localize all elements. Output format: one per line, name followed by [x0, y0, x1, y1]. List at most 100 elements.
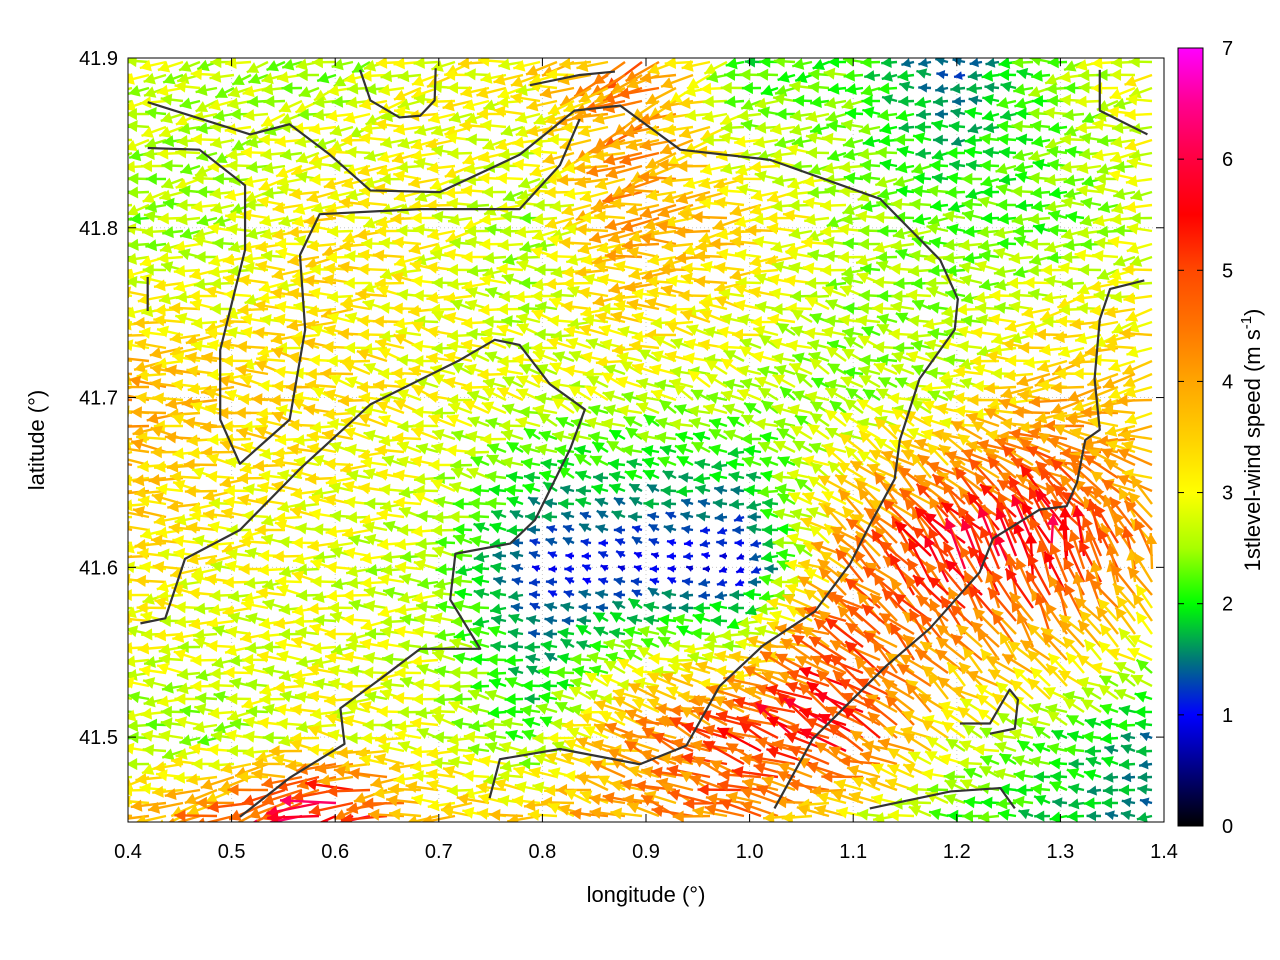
wind-vector [128, 238, 150, 251]
vector-head [100, 351, 112, 363]
wind-vector [357, 197, 388, 210]
wind-vector [912, 132, 932, 145]
vector-head [207, 368, 219, 381]
vector-head [476, 107, 488, 121]
vector-head [339, 239, 352, 252]
vector-head [893, 175, 906, 188]
vector-head [497, 96, 509, 109]
vector-head [767, 191, 780, 204]
vector-head [547, 133, 559, 146]
wind-vector [274, 135, 303, 148]
wind-vector [479, 213, 507, 226]
vector-head [1048, 122, 1061, 135]
wind-vector [594, 177, 626, 190]
vector-head [894, 133, 906, 146]
vector-head [941, 315, 953, 328]
vector-head [195, 165, 208, 177]
wind-vector [808, 68, 830, 81]
wind-vector [842, 203, 864, 215]
wind-vector [1028, 172, 1051, 185]
vector-head [495, 172, 508, 185]
vector-head [775, 108, 787, 121]
wind-vector [826, 216, 847, 228]
vector-head [322, 245, 335, 257]
vector-head [431, 144, 444, 157]
vector-head [802, 175, 815, 188]
vector-head [193, 278, 206, 291]
vector-head [823, 67, 836, 80]
vector-head [1113, 160, 1125, 173]
vector-head [810, 95, 822, 108]
wind-vector [1016, 67, 1034, 80]
wind-vector [645, 151, 677, 170]
vector-head [1013, 266, 1026, 278]
wind-vector [1088, 319, 1119, 332]
vector-head [261, 249, 273, 262]
wind-vector [617, 86, 660, 100]
wind-vector [275, 237, 303, 250]
wind-vector [574, 176, 609, 189]
wind-vector [294, 135, 320, 148]
vector-head [445, 131, 458, 144]
wind-vector [231, 73, 252, 86]
vector-head [983, 382, 996, 395]
vector-head [617, 87, 630, 100]
vector-head [255, 240, 268, 253]
wind-vector [963, 225, 983, 238]
wind-vector [791, 135, 813, 148]
wind-vector [907, 264, 932, 277]
wind-vector [496, 365, 524, 378]
vector-head [529, 165, 543, 178]
vector-head [534, 328, 546, 341]
vector-head [735, 164, 748, 176]
vector-head [929, 159, 941, 172]
vector-head [431, 342, 443, 355]
vector-head [530, 145, 542, 158]
wind-vector [942, 210, 966, 223]
wind-vector [843, 69, 864, 82]
vector-head [699, 197, 712, 210]
vector-head [984, 82, 995, 93]
vector-head [392, 152, 405, 164]
vector-head [130, 406, 142, 419]
wind-vector [945, 186, 966, 199]
vector-head [1046, 145, 1059, 158]
vector-head [311, 58, 323, 69]
vector-head [998, 146, 1010, 159]
vector-head [484, 223, 497, 236]
vector-head [107, 173, 118, 185]
vector-head [1076, 161, 1089, 174]
wind-vector [495, 172, 524, 185]
vector-head [175, 291, 188, 304]
vector-head [408, 176, 421, 189]
wind-vector [907, 330, 932, 343]
vector-head [1028, 150, 1041, 162]
vector-head [287, 226, 300, 239]
vector-head [1129, 212, 1141, 225]
wind-vector [706, 70, 728, 83]
vector-head [191, 200, 203, 213]
wind-vector [805, 110, 830, 123]
wind-vector [972, 380, 1000, 393]
wind-vector [128, 333, 133, 337]
wind-vector [812, 58, 830, 71]
wind-vector [993, 226, 1017, 239]
vector-head [1078, 69, 1090, 82]
wind-vector [1028, 150, 1051, 162]
vector-head [621, 220, 634, 233]
vector-head [322, 273, 335, 286]
wind-vector [860, 84, 881, 97]
vector-head [393, 58, 405, 70]
vector-head [478, 151, 491, 163]
wind-vector [542, 151, 575, 165]
wind-vector [966, 83, 983, 94]
wind-vector [447, 213, 473, 226]
vector-head [144, 137, 158, 150]
wind-vector [827, 58, 847, 69]
wind-vector [840, 119, 864, 132]
vector-head [1007, 277, 1019, 290]
vector-head [578, 91, 592, 103]
vector-head [513, 290, 525, 303]
wind-vector [139, 59, 167, 72]
vector-head [141, 160, 153, 173]
